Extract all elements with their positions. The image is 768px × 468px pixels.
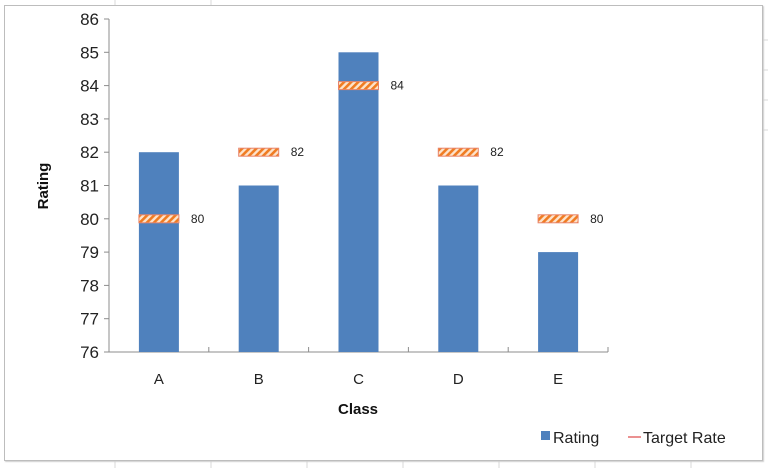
- target-rate-marker[interactable]: [238, 147, 280, 157]
- y-tick-label: 78: [80, 276, 99, 295]
- y-tick-label: 85: [80, 43, 99, 62]
- rating-bar[interactable]: [138, 152, 179, 352]
- rating-bar[interactable]: [238, 185, 279, 353]
- y-tick-label: 83: [80, 110, 99, 129]
- y-tick-label: 84: [80, 77, 99, 96]
- x-axis: A B C D E: [108, 347, 609, 388]
- y-tick-label: 79: [80, 243, 99, 262]
- target-rate-marker[interactable]: [537, 214, 579, 224]
- y-tick-label: 86: [80, 10, 99, 29]
- y-axis: 76 77 78 79 80 81 82 83 84 85 86: [80, 10, 110, 362]
- y-tick-label: 82: [80, 143, 99, 162]
- legend-target-label: Target Rate: [643, 430, 726, 447]
- legend[interactable]: Rating Target Rate: [541, 430, 726, 447]
- target-rate-data-label: 80: [191, 212, 205, 226]
- target-rate-series: 80 82 84 82 80: [138, 79, 604, 226]
- target-rate-data-label: 84: [391, 79, 405, 93]
- y-tick-label: 76: [80, 343, 99, 362]
- legend-rating-label: Rating: [553, 430, 599, 447]
- rating-bar[interactable]: [438, 185, 479, 353]
- target-rate-marker[interactable]: [138, 214, 180, 224]
- target-rate-marker[interactable]: [437, 147, 479, 157]
- legend-rating-swatch-icon: [541, 431, 550, 440]
- chart-area[interactable]: [4, 5, 763, 461]
- y-tick-label: 77: [80, 310, 99, 329]
- y-axis-title: Rating: [35, 163, 52, 210]
- x-tick-label: C: [353, 371, 364, 388]
- x-tick-label: D: [453, 371, 464, 388]
- rating-series: [138, 52, 579, 353]
- target-rate-data-label: 80: [590, 212, 604, 226]
- target-rate-data-label: 82: [490, 145, 504, 159]
- y-tick-label: 81: [80, 177, 99, 196]
- x-tick-label: E: [553, 371, 563, 388]
- target-rate-data-label: 82: [291, 145, 305, 159]
- rating-bar[interactable]: [538, 252, 579, 352]
- x-tick-label: B: [254, 371, 264, 388]
- y-tick-label: 80: [80, 210, 99, 229]
- x-tick-label: A: [154, 371, 164, 388]
- rating-bar[interactable]: [338, 52, 379, 353]
- target-rate-marker[interactable]: [338, 81, 379, 91]
- x-axis-title: Class: [338, 401, 378, 418]
